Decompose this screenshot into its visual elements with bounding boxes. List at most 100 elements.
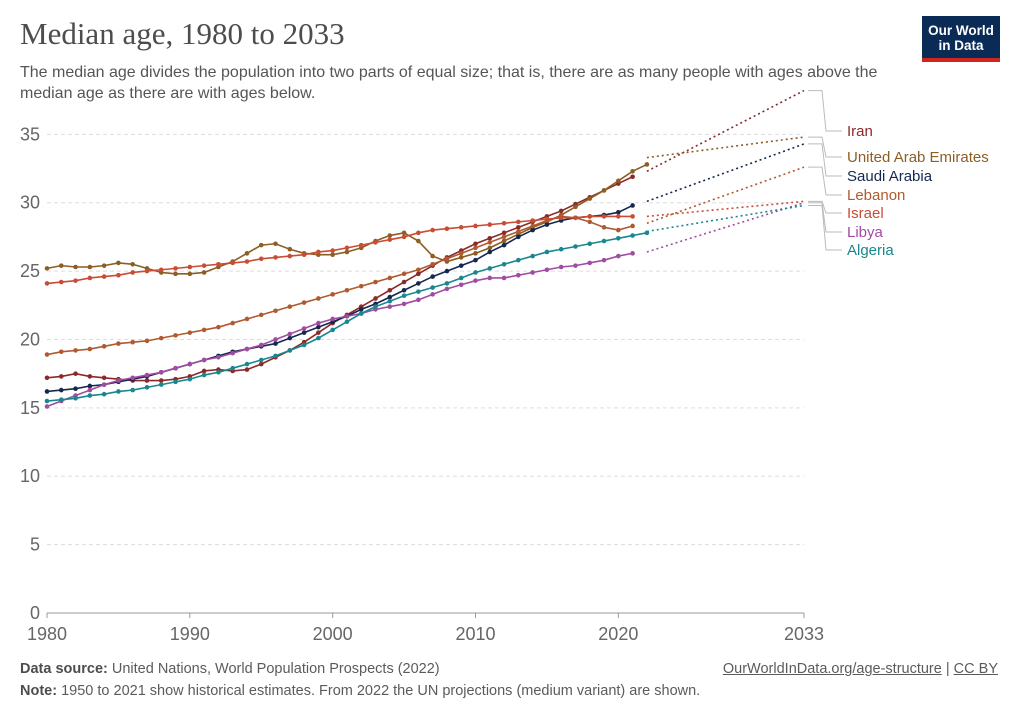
data-point	[116, 341, 121, 346]
data-point	[144, 268, 150, 274]
data-point	[330, 248, 335, 253]
data-point	[173, 333, 178, 338]
data-point	[530, 227, 535, 233]
data-point	[44, 389, 50, 394]
data-point	[144, 372, 150, 378]
data-point	[601, 214, 607, 219]
data-point	[387, 233, 393, 238]
data-point	[258, 256, 264, 262]
data-point	[258, 312, 264, 318]
data-point	[73, 348, 78, 353]
data-point	[458, 275, 464, 281]
x-tick-label: 2020	[598, 624, 638, 644]
series-label: Israel	[847, 205, 884, 222]
y-tick-label: 35	[20, 124, 40, 144]
data-point	[516, 234, 521, 240]
data-point	[473, 245, 478, 251]
note-text: 1950 to 2021 show historical estimates. …	[61, 683, 701, 699]
data-point	[444, 286, 450, 292]
logo-line-2: in Data	[938, 38, 984, 53]
data-point	[630, 223, 635, 229]
data-point	[101, 263, 107, 268]
data-point	[430, 253, 435, 259]
data-point	[444, 256, 450, 262]
data-point	[87, 387, 93, 393]
data-point	[416, 289, 421, 294]
data-point	[358, 311, 364, 316]
data-point	[87, 374, 93, 379]
data-point	[601, 257, 607, 263]
data-point	[558, 215, 564, 221]
label-connector	[808, 202, 842, 233]
data-point	[173, 379, 178, 385]
data-point	[473, 257, 478, 263]
series-lebanon	[44, 166, 805, 357]
data-point	[87, 383, 93, 389]
data-point	[630, 233, 635, 238]
data-point	[201, 327, 207, 333]
series-label: Saudi Arabia	[847, 168, 933, 185]
data-point	[630, 168, 635, 174]
data-point	[273, 308, 278, 314]
link-separator: |	[945, 661, 950, 677]
source-text: United Nations, World Population Prospec…	[111, 661, 440, 677]
data-point	[516, 225, 521, 230]
data-point	[487, 275, 493, 281]
data-point	[101, 382, 107, 387]
data-point	[573, 263, 578, 268]
data-point	[87, 275, 93, 281]
license-link[interactable]: CC BY	[953, 661, 998, 677]
data-point	[458, 225, 464, 230]
data-point	[601, 238, 607, 244]
projection-line	[646, 143, 805, 203]
data-point	[44, 404, 50, 409]
data-point	[587, 214, 593, 219]
data-point	[444, 268, 450, 274]
data-point	[416, 281, 421, 286]
data-point	[444, 226, 450, 232]
data-point	[401, 287, 407, 293]
data-point	[44, 281, 50, 286]
data-point	[387, 304, 393, 309]
data-point	[287, 331, 293, 337]
data-point	[630, 251, 635, 256]
data-point	[273, 353, 278, 359]
data-point	[616, 178, 621, 184]
series-label: Libya	[847, 224, 884, 241]
data-point	[487, 240, 493, 245]
projection-line	[646, 89, 805, 172]
data-point	[201, 357, 207, 363]
data-point	[644, 162, 650, 167]
source-link[interactable]: OurWorldInData.org/age-structure	[722, 661, 942, 677]
data-point	[416, 271, 421, 277]
note-label: Note:	[20, 683, 58, 699]
data-point	[273, 255, 278, 260]
data-point	[358, 307, 364, 312]
data-point	[130, 339, 135, 345]
data-point	[130, 375, 135, 381]
data-point	[630, 203, 635, 208]
chart-note: Note: 1950 to 2021 show historical estim…	[20, 683, 700, 699]
projection-line	[646, 204, 805, 233]
data-point	[330, 252, 335, 257]
data-point	[244, 367, 250, 372]
x-tick-label: 1990	[170, 624, 210, 644]
data-point	[101, 274, 107, 279]
data-point	[373, 240, 378, 245]
data-point	[116, 378, 121, 383]
data-point	[130, 387, 135, 393]
data-point	[316, 324, 321, 330]
x-tick-label: 2010	[455, 624, 495, 644]
data-point	[416, 238, 421, 244]
owid-logo[interactable]: Our World in Data	[922, 16, 1000, 62]
data-point	[201, 263, 207, 268]
data-point	[316, 330, 321, 335]
data-point	[216, 354, 221, 360]
data-point	[558, 264, 564, 270]
data-point	[58, 263, 64, 268]
x-axis: 1980 1990 2000 2010 2020 2033	[27, 612, 824, 644]
data-point	[530, 253, 535, 259]
data-point	[173, 365, 178, 371]
data-point	[301, 326, 307, 331]
